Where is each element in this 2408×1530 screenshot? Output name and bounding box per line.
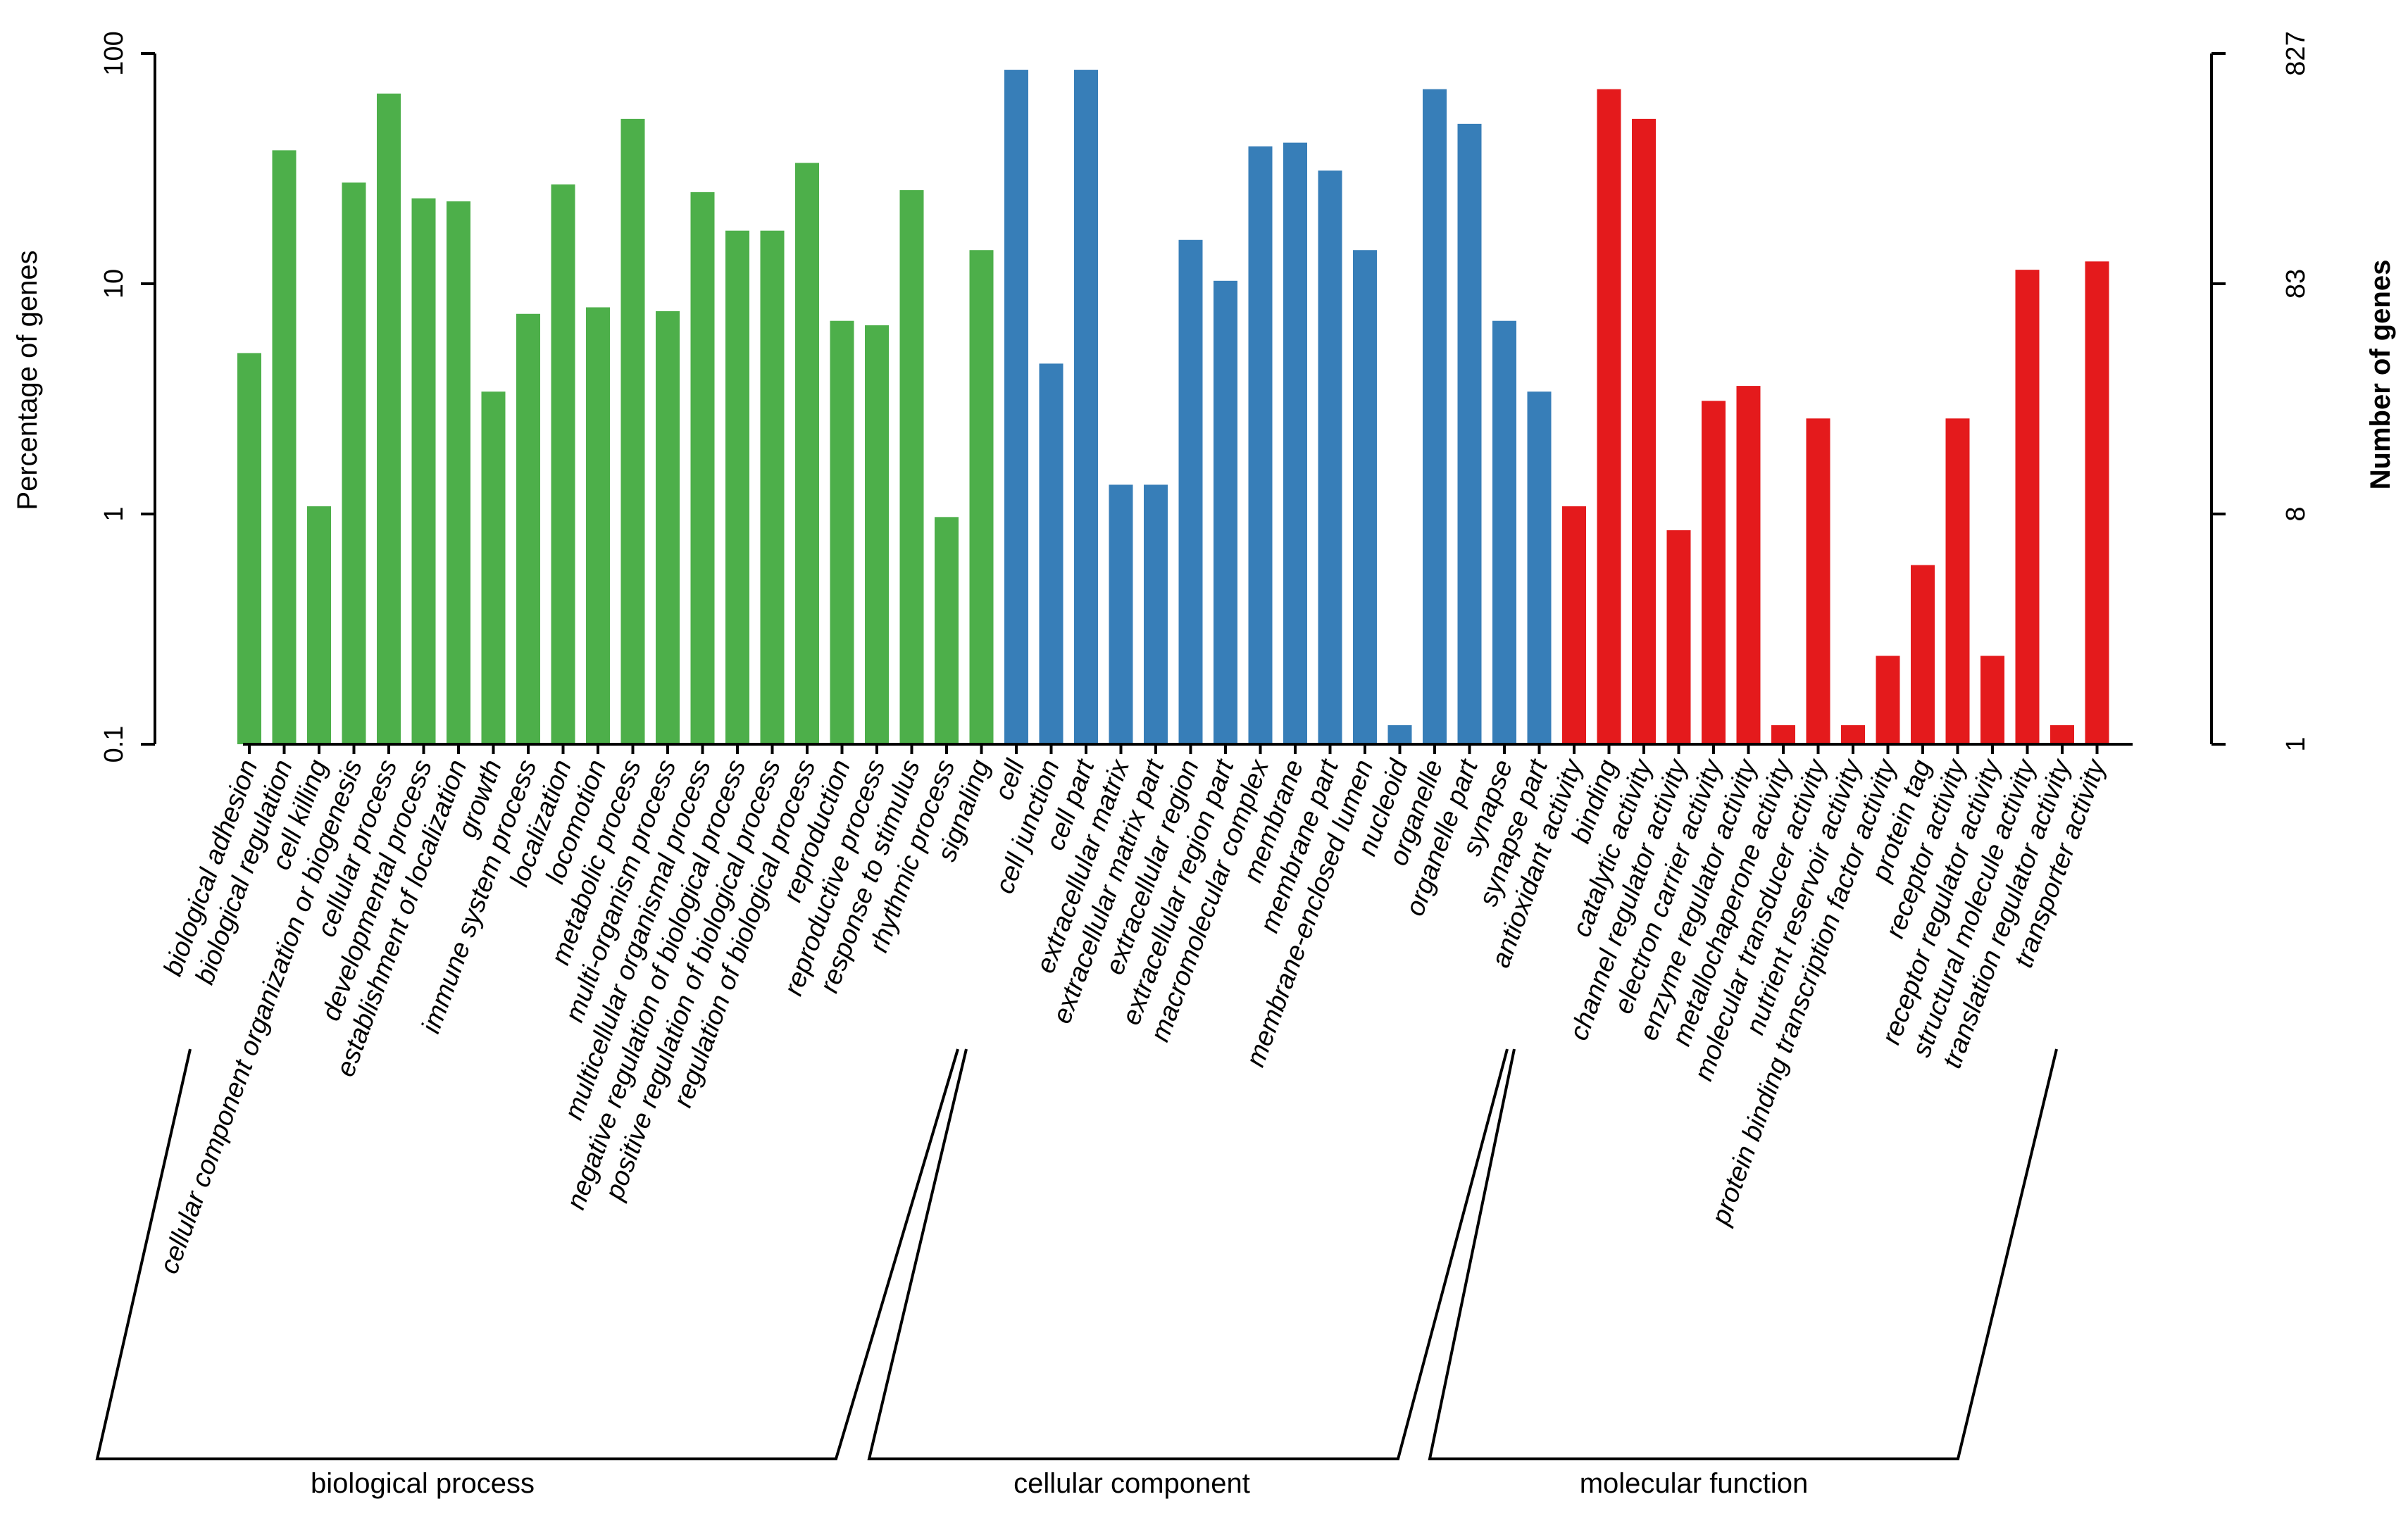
bar: [1597, 89, 1621, 744]
bar: [1109, 484, 1133, 744]
bar: [1562, 506, 1586, 744]
bar: [1911, 565, 1935, 744]
right-y-tick-label: 827: [2281, 31, 2311, 75]
bar: [1214, 280, 1237, 744]
bar: [1178, 239, 1203, 744]
bar: [1004, 70, 1028, 744]
bar: [1144, 484, 1168, 744]
bar: [1353, 250, 1377, 744]
bar: [1632, 118, 1656, 744]
bar: [1457, 123, 1482, 744]
left-y-axis-title: Percentage of genes: [12, 250, 43, 510]
right-y-tick-label: 8: [2281, 506, 2311, 521]
left-y-tick-label: 10: [99, 269, 129, 299]
group-bracket: [1428, 1048, 2058, 1460]
bar: [935, 517, 959, 744]
group-label: molecular function: [1580, 1468, 1809, 1499]
bar: [725, 230, 749, 744]
right-y-tick-label: 1: [2281, 736, 2311, 751]
group-label: biological process: [311, 1468, 535, 1499]
right-y-axis-title: Number of genes: [2365, 260, 2396, 490]
right-y-tick-label: 83: [2281, 269, 2311, 299]
bar: [411, 198, 436, 745]
ticks-layer: 0.1 1 10 100 1 8 83 827: [99, 31, 2311, 763]
bars-layer: [237, 70, 2109, 745]
bar: [1074, 70, 1098, 744]
bar: [1039, 363, 1063, 744]
bar: [272, 150, 297, 744]
group-bracket: [867, 1048, 1509, 1460]
bar: [865, 325, 889, 744]
bar: [586, 307, 610, 744]
bar: [307, 506, 331, 744]
bar: [481, 391, 506, 744]
bar: [620, 118, 645, 744]
bar: [795, 163, 819, 744]
bar: [342, 182, 366, 744]
bar: [2015, 270, 2040, 744]
group-bracket: [95, 1048, 959, 1460]
bar: [2050, 725, 2074, 744]
bar: [1771, 725, 1795, 744]
left-y-tick-label: 0.1: [99, 726, 129, 763]
bar: [377, 93, 401, 744]
bar: [1736, 386, 1761, 744]
bar: [1283, 142, 1307, 744]
bar: [830, 320, 854, 744]
bar: [1248, 146, 1273, 745]
bar: [969, 250, 994, 744]
bar: [656, 311, 680, 744]
left-y-tick-label: 100: [99, 31, 129, 75]
bar: [1945, 418, 1970, 744]
bar: [1318, 170, 1342, 745]
bar: [1980, 656, 2004, 744]
left-y-tick-label: 1: [99, 506, 129, 521]
bar: [1666, 530, 1691, 744]
bar: [516, 313, 540, 744]
bar: [1702, 401, 1726, 744]
bar: [1806, 418, 1830, 744]
bar: [551, 184, 575, 744]
bar: [1527, 391, 1552, 744]
bar: [760, 230, 785, 744]
bar: [237, 353, 261, 745]
bar: [1876, 656, 1900, 744]
bar: [690, 192, 715, 744]
group-brackets-layer: biological process cellular component mole…: [95, 1048, 2058, 1499]
bar: [2085, 261, 2109, 744]
bar: [1423, 89, 1447, 744]
bar: [1387, 725, 1412, 744]
bar: [1841, 725, 1865, 744]
bar: [1492, 320, 1516, 744]
bar: [899, 190, 924, 744]
group-label: cellular component: [1013, 1468, 1250, 1499]
bar: [447, 201, 470, 744]
